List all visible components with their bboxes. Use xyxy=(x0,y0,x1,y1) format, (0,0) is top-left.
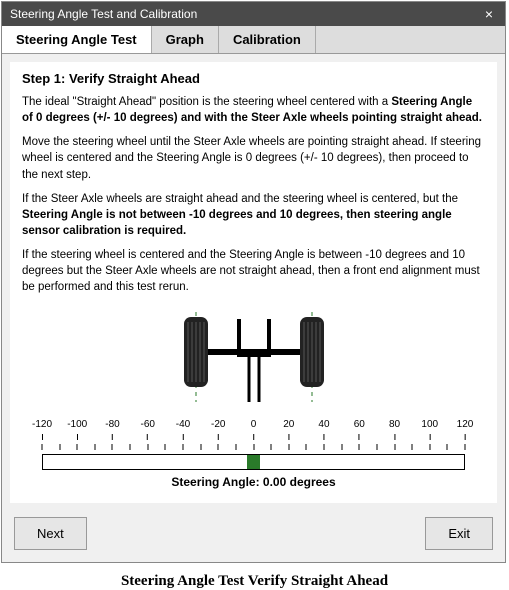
scale-tick: -100 xyxy=(67,418,87,440)
app-window: Steering Angle Test and Calibration × St… xyxy=(1,1,506,563)
exit-button[interactable]: Exit xyxy=(425,517,493,550)
para-1: The ideal "Straight Ahead" position is t… xyxy=(22,94,485,126)
angle-bar xyxy=(42,454,465,470)
scale-tick: -120 xyxy=(32,418,52,440)
scale-tick: -20 xyxy=(211,418,225,440)
scale-tick: 20 xyxy=(283,418,294,440)
para-3: If the Steer Axle wheels are straight ah… xyxy=(22,191,485,239)
scale-tick: 120 xyxy=(457,418,474,440)
tab-calibration[interactable]: Calibration xyxy=(219,26,316,53)
button-row: Next Exit xyxy=(2,511,505,562)
scale-tick: 0 xyxy=(251,418,257,440)
next-button[interactable]: Next xyxy=(14,517,87,550)
titlebar: Steering Angle Test and Calibration × xyxy=(2,2,505,26)
tab-steering-angle-test[interactable]: Steering Angle Test xyxy=(2,26,152,53)
step-title: Step 1: Verify Straight Ahead xyxy=(22,70,485,88)
tab-graph[interactable]: Graph xyxy=(152,26,219,53)
scale-tick: 80 xyxy=(389,418,400,440)
close-icon[interactable]: × xyxy=(481,6,497,22)
window-title: Steering Angle Test and Calibration xyxy=(10,7,197,21)
scale-tick: -40 xyxy=(176,418,190,440)
scale-tick: 60 xyxy=(354,418,365,440)
angle-bar-fill xyxy=(247,455,260,469)
para-2: Move the steering wheel until the Steer … xyxy=(22,134,485,182)
angle-scale: -120-100-80-60-40-20020406080100120 Stee… xyxy=(42,418,465,491)
scale-tick: 40 xyxy=(318,418,329,440)
angle-readout: Steering Angle: 0.00 degrees xyxy=(42,474,465,491)
tab-strip: Steering Angle Test Graph Calibration xyxy=(2,26,505,54)
tab-panel: Step 1: Verify Straight Ahead The ideal … xyxy=(10,62,497,503)
scale-tick: -80 xyxy=(105,418,119,440)
scale-tick: 100 xyxy=(421,418,438,440)
scale-tick: -60 xyxy=(141,418,155,440)
para-4: If the steering wheel is centered and th… xyxy=(22,247,485,295)
axle-diagram xyxy=(22,307,485,412)
figure-caption: Steering Angle Test Verify Straight Ahea… xyxy=(0,573,509,590)
